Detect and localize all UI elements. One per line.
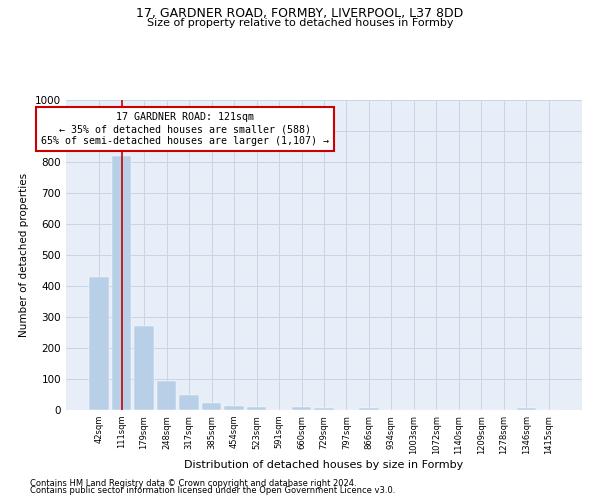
Bar: [517, 408, 536, 410]
Bar: [134, 326, 154, 410]
Bar: [359, 408, 379, 410]
Text: 17 GARDNER ROAD: 121sqm
← 35% of detached houses are smaller (588)
65% of semi-d: 17 GARDNER ROAD: 121sqm ← 35% of detache…: [41, 112, 329, 146]
Bar: [247, 407, 266, 410]
Bar: [112, 156, 131, 410]
X-axis label: Distribution of detached houses by size in Formby: Distribution of detached houses by size …: [184, 460, 464, 469]
Bar: [89, 276, 109, 410]
Y-axis label: Number of detached properties: Number of detached properties: [19, 173, 29, 337]
Bar: [224, 406, 244, 410]
Text: Contains HM Land Registry data © Crown copyright and database right 2024.: Contains HM Land Registry data © Crown c…: [30, 478, 356, 488]
Text: Size of property relative to detached houses in Formby: Size of property relative to detached ho…: [147, 18, 453, 28]
Bar: [157, 381, 176, 410]
Text: Contains public sector information licensed under the Open Government Licence v3: Contains public sector information licen…: [30, 486, 395, 495]
Bar: [202, 403, 221, 410]
Text: 17, GARDNER ROAD, FORMBY, LIVERPOOL, L37 8DD: 17, GARDNER ROAD, FORMBY, LIVERPOOL, L37…: [136, 8, 464, 20]
Bar: [314, 408, 334, 410]
Bar: [292, 407, 311, 410]
Bar: [179, 395, 199, 410]
